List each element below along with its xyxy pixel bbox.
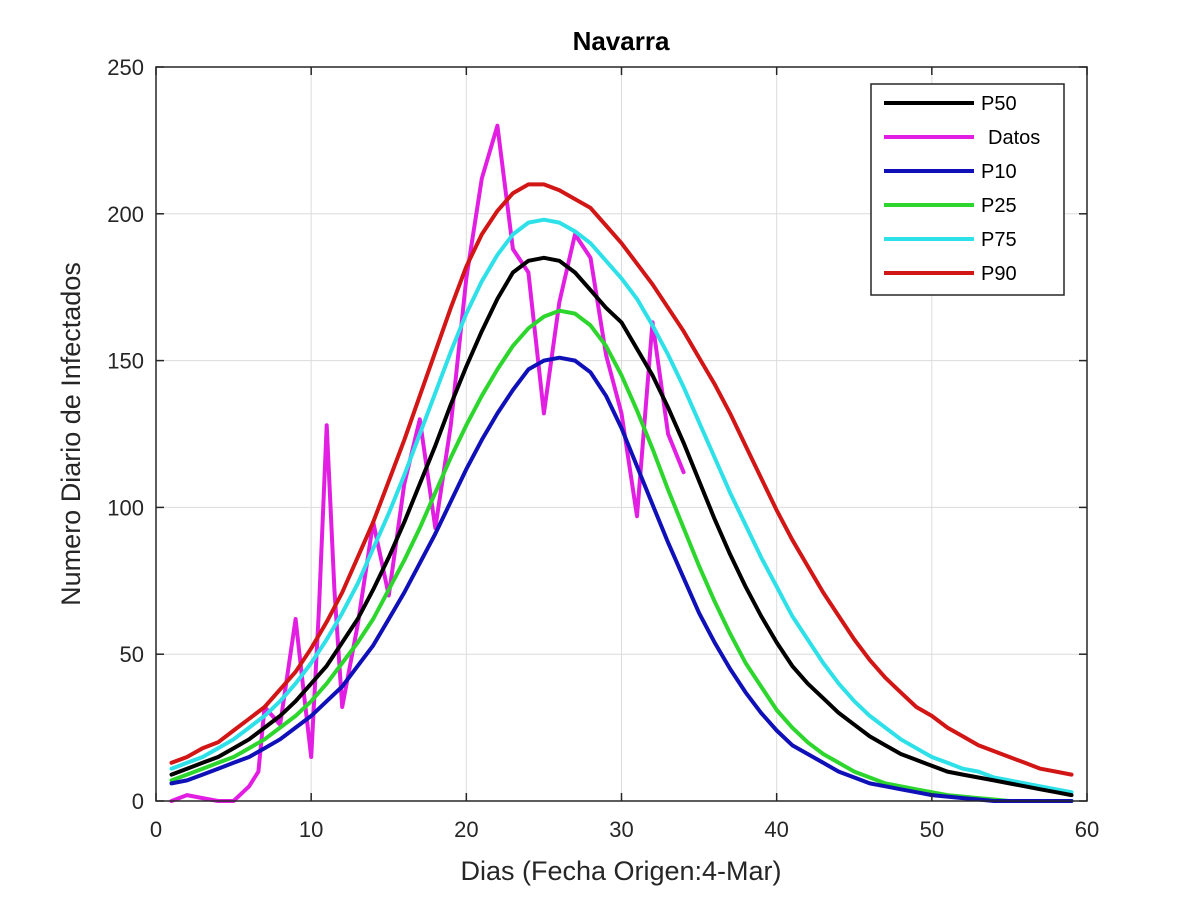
series-line-p75 bbox=[169, 217, 1074, 795]
y-tick-label: 0 bbox=[132, 789, 144, 814]
x-tick-label: 50 bbox=[920, 817, 944, 842]
legend-box bbox=[870, 83, 1065, 296]
y-tick-label: 250 bbox=[107, 55, 144, 80]
legend-label-p25: P25 bbox=[981, 195, 1017, 217]
legend: P50 Datos P10 P25 P75 P90 bbox=[870, 83, 1065, 296]
x-tick-label: 60 bbox=[1075, 817, 1099, 842]
y-tick-label: 100 bbox=[107, 495, 144, 520]
y-axis-label: Numero Diario de Infectados bbox=[56, 262, 86, 606]
legend-label-p75: P75 bbox=[981, 229, 1017, 251]
legend-label-p50: P50 bbox=[981, 93, 1017, 115]
x-tick-label: 30 bbox=[609, 817, 633, 842]
legend-label-datos: Datos bbox=[988, 127, 1040, 149]
axis-ticks: 0 10 20 30 40 50 60 0 50 100 150 200 250 bbox=[107, 55, 1099, 842]
series-layer bbox=[169, 123, 1074, 803]
x-tick-label: 0 bbox=[150, 817, 162, 842]
series-line-p25 bbox=[169, 308, 1074, 803]
series-line-p90 bbox=[169, 182, 1074, 777]
series-line-p50 bbox=[169, 255, 1074, 798]
x-tick-label: 10 bbox=[299, 817, 323, 842]
legend-label-p10: P10 bbox=[981, 161, 1017, 183]
legend-label-p90: P90 bbox=[981, 263, 1017, 285]
chart-title: Navarra bbox=[573, 26, 670, 56]
x-axis-label: Dias (Fecha Origen:4-Mar) bbox=[460, 856, 781, 886]
x-tick-label: 40 bbox=[764, 817, 788, 842]
x-tick-label: 20 bbox=[454, 817, 478, 842]
y-tick-label: 50 bbox=[120, 642, 144, 667]
series-line-p10 bbox=[169, 355, 1074, 803]
y-tick-label: 200 bbox=[107, 202, 144, 227]
y-tick-label: 150 bbox=[107, 349, 144, 374]
